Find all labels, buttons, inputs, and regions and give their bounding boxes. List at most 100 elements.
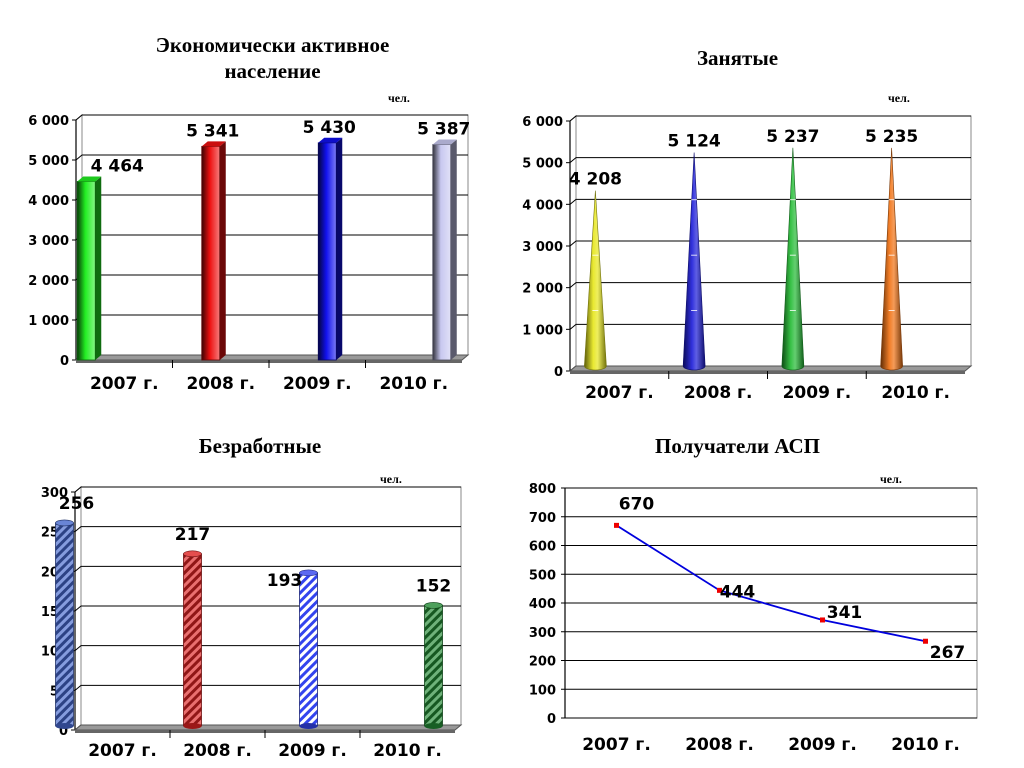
data-label: 4 208 [569, 170, 622, 190]
bar [880, 147, 903, 371]
x-tick-label: 2009 г. [788, 735, 857, 755]
x-tick-label: 2007 г. [582, 735, 651, 755]
gridline [74, 486, 461, 493]
chart-title: Занятые [696, 46, 779, 70]
data-label: 5 430 [303, 118, 356, 138]
data-label: 670 [619, 494, 655, 514]
gridline [74, 526, 461, 533]
y-tick-label: 100 [529, 683, 556, 698]
y-tick-label: 300 [529, 626, 556, 641]
bar-side [336, 137, 343, 360]
data-point [614, 522, 619, 528]
y-tick-label: 0 [60, 354, 69, 369]
y-tick-label: 4 000 [28, 194, 69, 209]
bar-side [219, 141, 226, 360]
y-tick-label: 300 [41, 486, 68, 501]
data-label: 193 [267, 571, 303, 591]
data-point [820, 617, 825, 623]
bar-cone [584, 190, 607, 371]
data-label: 152 [416, 576, 452, 596]
y-tick-label: 6 000 [522, 115, 563, 130]
bar-base [183, 723, 202, 729]
bar-cone [682, 152, 706, 371]
y-tick-label: 5 000 [28, 154, 69, 169]
gridline [74, 605, 461, 612]
y-tick-label: 500 [529, 568, 556, 583]
y-tick-label: 2 000 [522, 282, 563, 297]
y-tick-label: 0 [554, 365, 563, 380]
bar-side [450, 139, 457, 360]
data-label: 4 464 [91, 156, 144, 176]
data-point [923, 638, 928, 644]
chart-title: Экономически активное население [155, 33, 390, 83]
bar [201, 141, 226, 361]
y-tick-label: 700 [529, 511, 556, 526]
bar-cap [183, 550, 202, 558]
y-tick-label: 4 000 [522, 198, 563, 213]
data-label: 5 235 [865, 127, 918, 147]
x-tick-label: 2008 г. [685, 735, 754, 755]
x-tick-label: 2010 г. [373, 741, 442, 761]
y-tick-label: 200 [529, 655, 556, 670]
x-tick-label: 2007 г. [585, 383, 654, 403]
y-tick-label: 6 000 [28, 114, 69, 129]
chart-title: Получатели АСП [654, 434, 821, 458]
bar-side [95, 176, 102, 360]
bar-top [201, 141, 226, 147]
y-tick-label: 3 000 [522, 240, 563, 255]
gridline [569, 323, 971, 330]
x-tick-label: 2010 г. [379, 374, 448, 394]
data-label: 267 [930, 643, 966, 663]
bar [76, 176, 102, 361]
data-label: 256 [59, 494, 95, 514]
bar [55, 519, 74, 729]
x-tick-label: 2008 г. [186, 374, 255, 394]
data-label: 217 [175, 525, 211, 545]
bar-top [432, 139, 457, 145]
x-tick-label: 2008 г. [684, 383, 753, 403]
bar-base [299, 723, 318, 729]
data-label: 5 341 [186, 121, 239, 141]
bar [584, 190, 607, 371]
y-tick-label: 600 [529, 540, 556, 555]
y-tick-label: 1 000 [522, 323, 563, 338]
unit-label: чел. [888, 91, 910, 105]
gridline [75, 114, 468, 121]
y-tick-label: 2 000 [28, 274, 69, 289]
gridline [74, 684, 461, 691]
data-label: 341 [827, 603, 863, 623]
gridline [74, 645, 461, 652]
y-tick-label: 0 [59, 724, 68, 739]
x-tick-label: 2007 г. [88, 741, 157, 761]
bar [299, 569, 318, 729]
y-tick-label: 400 [529, 597, 556, 612]
data-point [717, 587, 722, 593]
x-tick-label: 2009 г. [278, 741, 347, 761]
x-tick-label: 2010 г. [881, 383, 950, 403]
bar [432, 139, 457, 361]
bar [682, 152, 706, 371]
bar-cone [781, 147, 805, 371]
bar-base [424, 723, 443, 729]
bar [183, 550, 202, 729]
chart-title: Безработные [198, 434, 322, 458]
bar-cap [55, 519, 74, 527]
bar-top [318, 137, 343, 143]
plot-area: 0 1 000 2 000 3 000 4 000 5 000 6 000 2007 г. 20… [28, 113, 470, 394]
x-tick-label: 2008 г. [183, 741, 252, 761]
plot-area: 0501001502002503002007 г.2008 г.2009 г.2… [41, 485, 463, 761]
data-label: 444 [720, 582, 756, 602]
gridline [569, 157, 971, 164]
plot-area: 0 1 000 2 000 3 000 4 000 5 000 6 000 2007 г. 20… [522, 114, 973, 403]
unit-label: чел. [880, 472, 902, 486]
bar-cap [424, 602, 443, 609]
x-tick-label: 2010 г. [891, 735, 960, 755]
gridline [569, 198, 971, 205]
gridline [569, 282, 971, 289]
y-tick-label: 5 000 [522, 157, 563, 172]
y-tick-label: 800 [529, 482, 556, 497]
x-tick-label: 2009 г. [283, 374, 352, 394]
data-label: 5 124 [668, 132, 721, 152]
